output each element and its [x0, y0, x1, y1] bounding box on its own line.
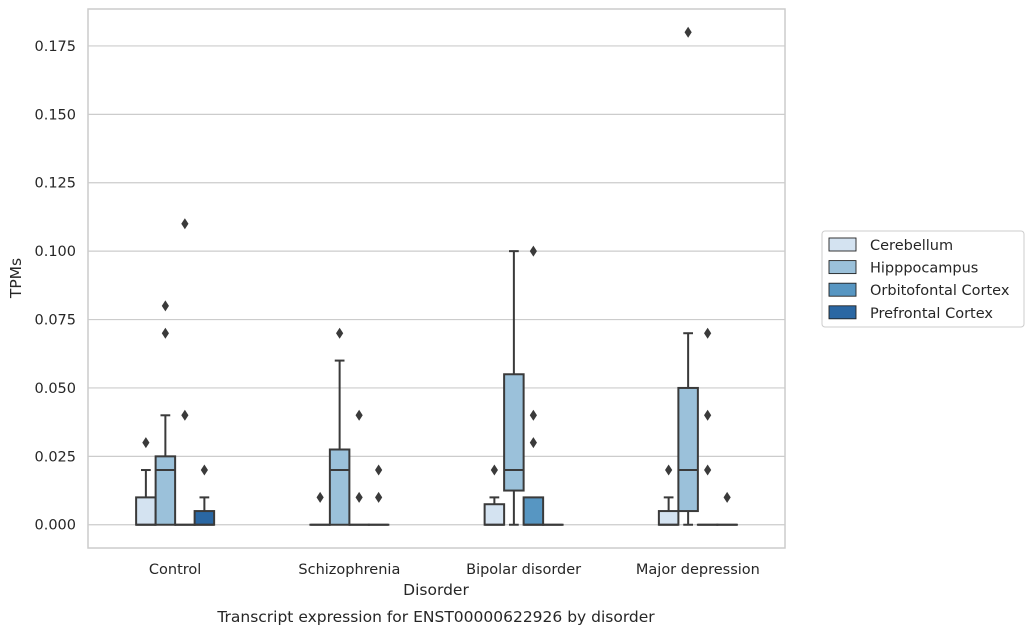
outlier-point — [142, 437, 150, 449]
x-tick-label: Control — [149, 562, 201, 578]
legend-label: Prefrontal Cortex — [870, 306, 993, 322]
y-tick-label: 0.000 — [34, 518, 76, 534]
box-group — [193, 464, 216, 526]
legend-swatch — [828, 237, 857, 252]
y-tick-label: 0.150 — [34, 107, 76, 123]
outlier-point — [704, 409, 712, 421]
box — [135, 496, 157, 526]
legend-frame — [821, 230, 1025, 328]
outlier-point — [529, 245, 537, 257]
legend-label: Orbitofontal Cortex — [870, 283, 1010, 299]
legend-label: Hipppocampus — [870, 261, 978, 277]
outlier-point — [181, 409, 189, 421]
legend: Cerebellum Hipppocampus Orbitofontal Corte… — [821, 230, 1025, 328]
plot-area — [87, 8, 786, 549]
box — [483, 503, 506, 526]
x-tick-label: Major depression — [636, 562, 760, 578]
outlier-point — [375, 491, 383, 503]
box-group — [328, 327, 351, 526]
box — [657, 510, 680, 526]
y-axis-label: TPMs — [7, 258, 25, 299]
box-group — [657, 464, 680, 526]
chart-caption: Transcript expression for ENST0000062292… — [216, 608, 655, 626]
y-tick-label: 0.075 — [34, 313, 76, 329]
legend-swatch — [828, 260, 857, 275]
box-group — [503, 250, 525, 526]
box-group — [367, 464, 390, 526]
legend-entries: Cerebellum Hipppocampus Orbitofontal Corte… — [828, 237, 1010, 322]
outlier-point — [529, 437, 537, 449]
legend-label: Cerebellum — [870, 238, 953, 254]
outlier-point — [316, 491, 324, 503]
box-group — [309, 491, 331, 526]
outlier-point — [336, 327, 344, 339]
y-tick-label: 0.050 — [34, 381, 76, 397]
y-tick-label: 0.175 — [34, 39, 76, 55]
outlier-point — [355, 409, 363, 421]
y-tick-label: 0.025 — [34, 449, 76, 465]
box-group — [174, 218, 196, 526]
box-group — [677, 26, 699, 526]
outlier-point — [684, 26, 692, 38]
box-group — [154, 300, 177, 526]
outlier-point — [161, 327, 169, 339]
x-tick-label: Bipolar disorder — [466, 562, 581, 578]
box — [328, 448, 351, 526]
box-group — [483, 464, 506, 526]
box-series — [135, 26, 738, 526]
outlier-point — [355, 491, 363, 503]
outlier-point — [529, 409, 537, 421]
x-tick-label: Schizophrenia — [298, 562, 400, 578]
outlier-point — [665, 464, 673, 476]
outlier-point — [704, 464, 712, 476]
outlier-point — [161, 300, 169, 312]
outlier-point — [704, 327, 712, 339]
box — [503, 373, 525, 492]
box — [193, 510, 216, 526]
outlier-point — [490, 464, 498, 476]
box — [154, 455, 177, 526]
y-tick-label: 0.100 — [34, 244, 76, 260]
y-axis-ticks: 0.000 0.025 0.050 0.075 0.100 0.125 0.150 0.175 — [34, 39, 76, 534]
legend-swatch — [828, 305, 857, 320]
x-axis-label: Disorder — [403, 581, 469, 599]
box — [677, 386, 699, 513]
outlier-point — [723, 491, 731, 503]
legend-swatch — [828, 282, 857, 297]
x-axis-ticks: Control Schizophrenia Bipolar disorder Majo… — [149, 562, 760, 578]
y-tick-label: 0.125 — [34, 176, 76, 192]
box-group — [522, 245, 545, 526]
box-group — [716, 491, 738, 526]
box — [522, 496, 545, 526]
outlier-point — [200, 464, 208, 476]
outlier-point — [375, 464, 383, 476]
outlier-point — [181, 218, 189, 230]
